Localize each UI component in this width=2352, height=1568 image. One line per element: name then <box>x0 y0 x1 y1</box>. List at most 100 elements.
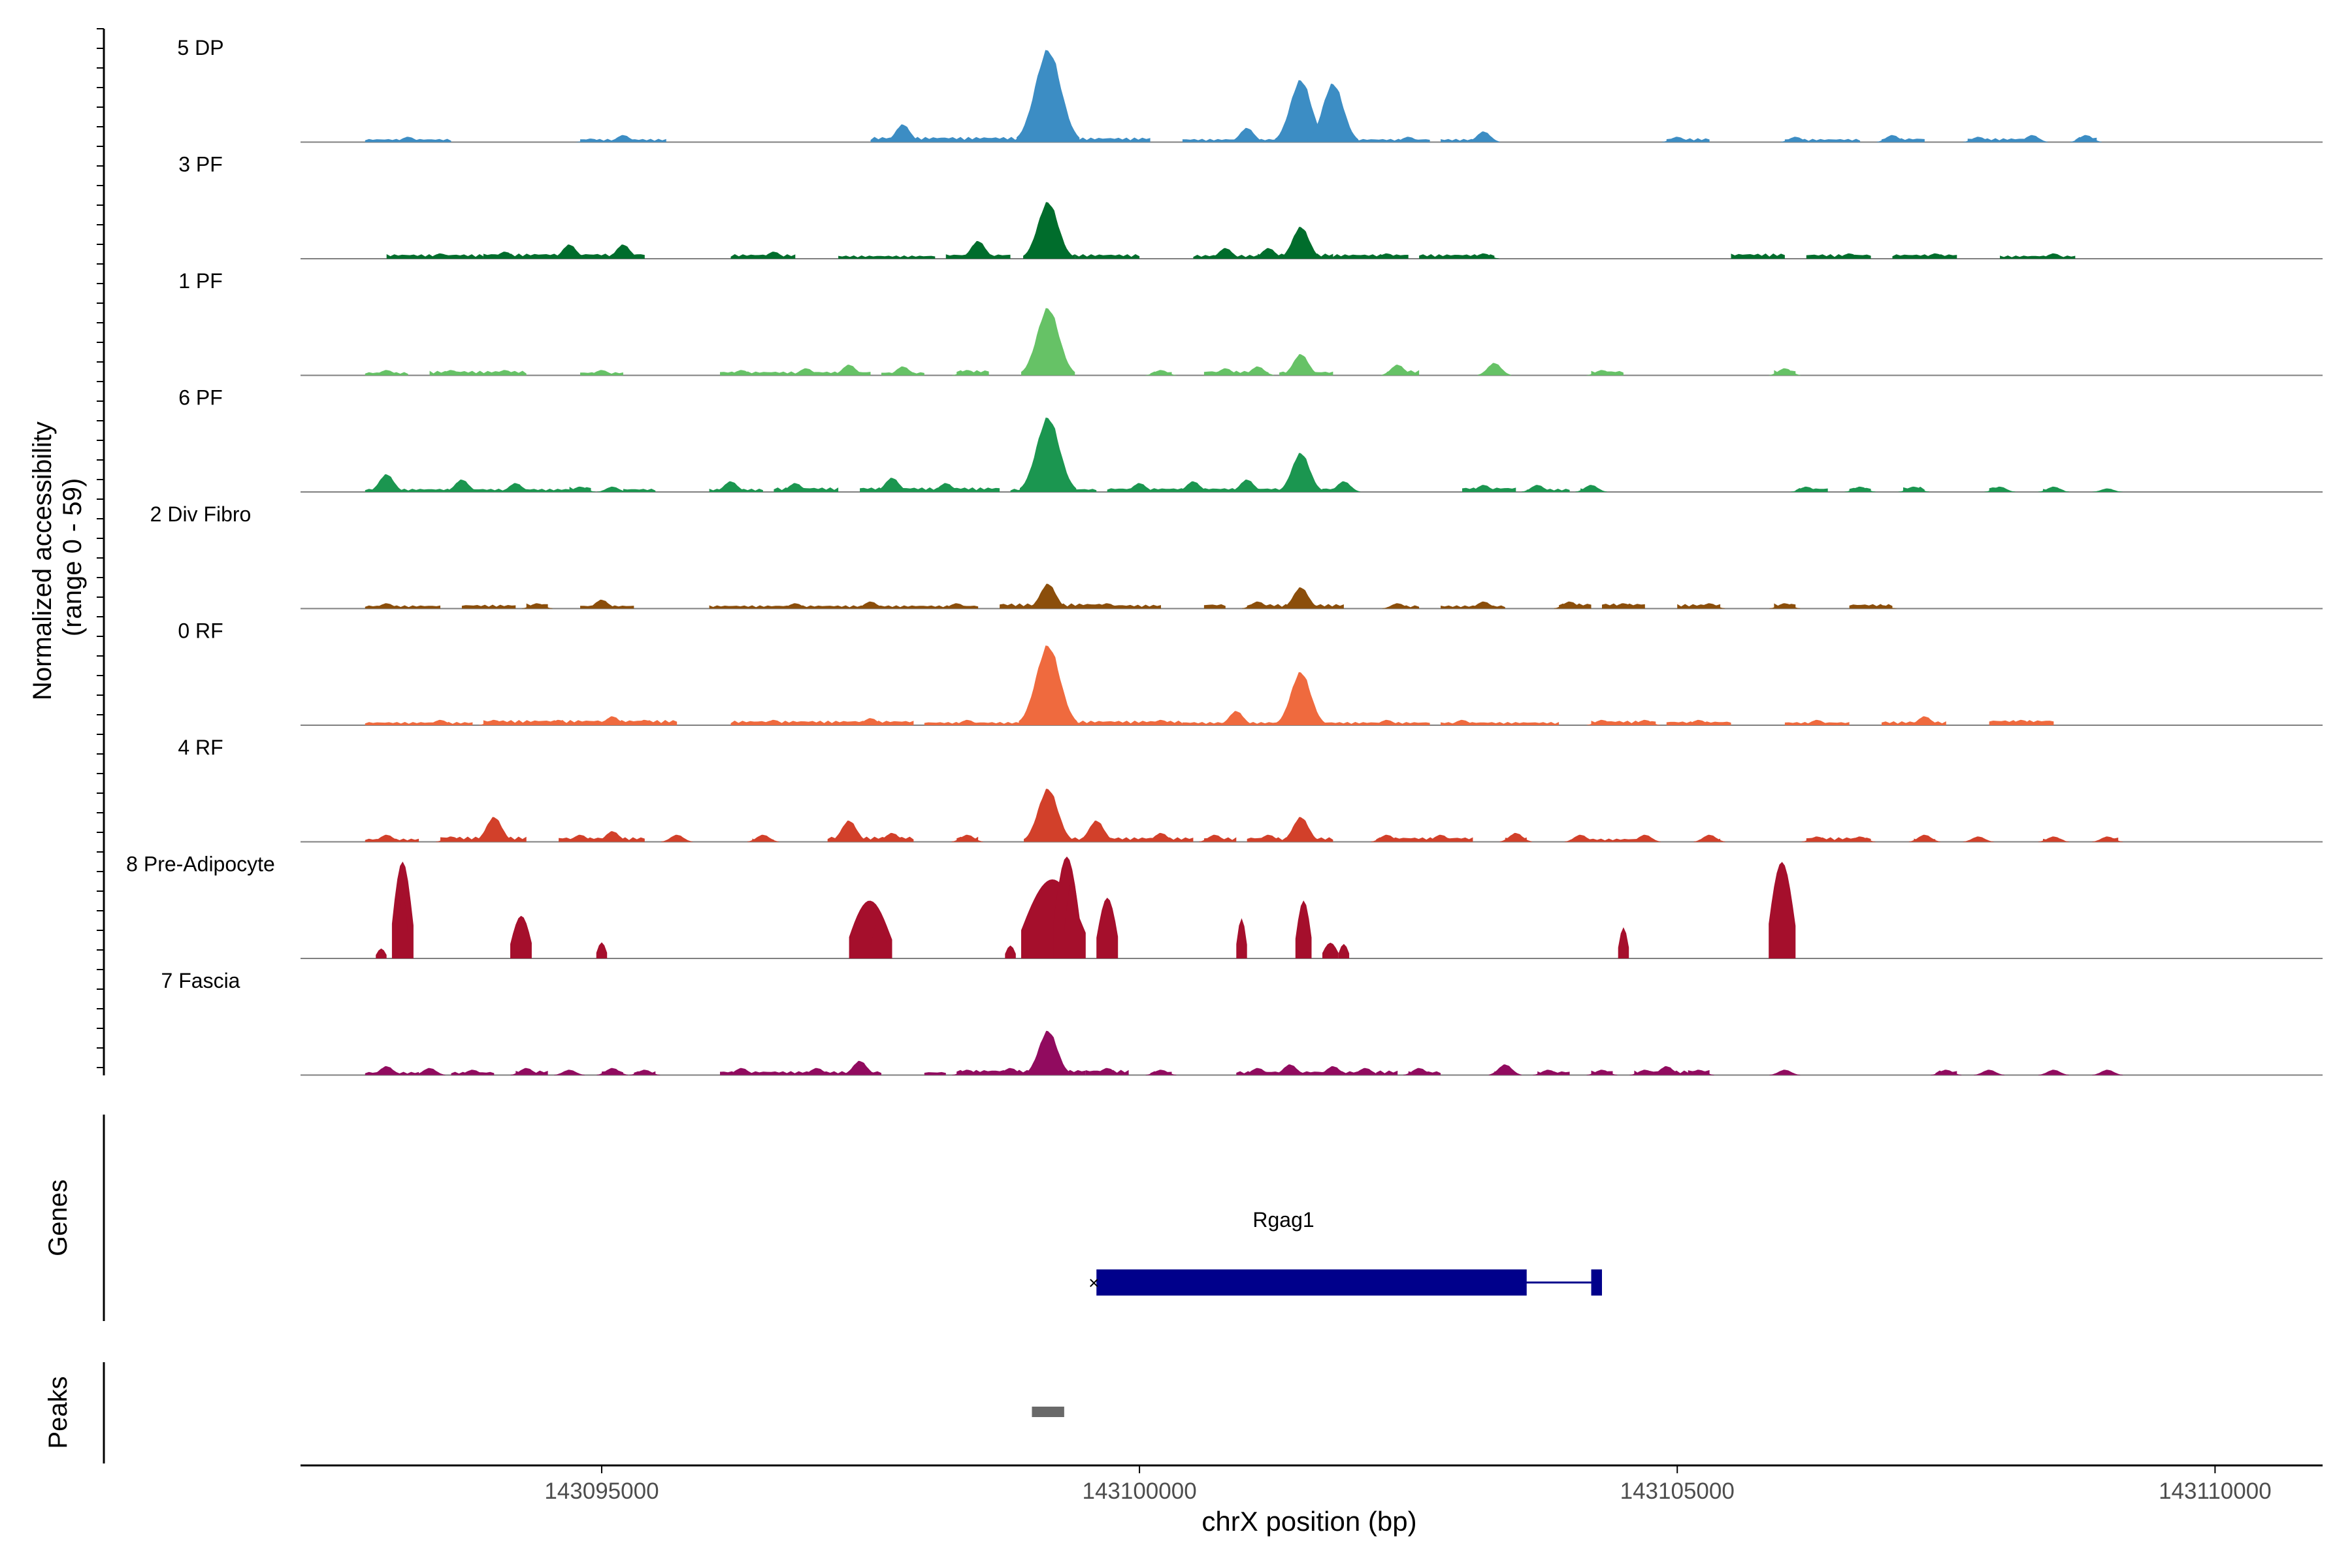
genes-track-label: Genes <box>44 1179 73 1256</box>
track-5: 0 RF <box>178 619 2323 726</box>
coverage-peak <box>1834 253 1865 259</box>
coverage-background-region <box>924 722 1032 725</box>
coverage-peak <box>1282 354 1320 376</box>
coverage-peak <box>1533 1070 1564 1075</box>
coverage-peak <box>1844 486 1876 492</box>
coverage-peak <box>1280 227 1322 259</box>
gene-exons <box>1096 1269 1602 1296</box>
coverage-block <box>376 948 387 958</box>
coverage-peak <box>1608 603 1639 609</box>
track-label: 8 Pre-Adipocyte <box>126 853 275 876</box>
coverage-peak <box>475 817 514 842</box>
coverage-peak <box>960 240 996 259</box>
track-4: 2 Div Fibro <box>150 502 2323 610</box>
coverage-peak <box>435 836 466 842</box>
coverage-peak <box>1219 711 1254 725</box>
coverage-peak <box>1327 481 1360 492</box>
coverage-peak <box>414 1068 446 1075</box>
coverage-peak <box>952 370 983 376</box>
coverage-peak <box>596 831 629 842</box>
track-7: 8 Pre-Adipocyte <box>126 853 2323 959</box>
coverage-peak <box>1908 834 1940 842</box>
coverage-peak <box>564 834 596 842</box>
coverage-peak <box>790 368 822 376</box>
coverage-peak <box>1282 587 1320 609</box>
coverage-peak <box>952 1070 983 1075</box>
coverage-peak <box>552 244 587 259</box>
coverage-peak <box>499 483 532 492</box>
y-axis-label: Normalized accessibility (range 0 - 59) <box>28 414 87 700</box>
coverage-peak <box>1279 453 1323 492</box>
track-label: 2 Div Fibro <box>150 502 252 526</box>
coverage-peak <box>1963 137 1994 142</box>
track-label: 1 PF <box>178 269 223 293</box>
coverage-peak <box>779 483 811 492</box>
coverage-peak <box>1867 605 1897 609</box>
coverage-peak <box>2016 135 2048 142</box>
coverage-peak <box>801 1068 833 1075</box>
coverage-peak <box>758 252 790 259</box>
coverage-peak <box>576 139 606 142</box>
coverage-peak <box>1586 719 1618 725</box>
coverage-peak <box>1791 486 1822 492</box>
coverage-peak <box>1844 836 1876 842</box>
coverage-peak <box>629 719 661 725</box>
coverage-peak <box>830 821 868 842</box>
coverage-peak <box>510 1068 542 1075</box>
coverage-peak <box>714 481 747 492</box>
x-tick-label: 143110000 <box>2159 1478 2272 1504</box>
coverage-block <box>870 921 887 958</box>
track-6: 4 RF <box>178 736 2323 843</box>
coverage-peak <box>1020 417 1077 492</box>
peak-region <box>1032 1407 1064 1417</box>
coverage-peak <box>1241 366 1274 376</box>
x-tick-label: 143100000 <box>1082 1478 1196 1504</box>
coverage-peak <box>1393 137 1424 142</box>
coverage-peak <box>1029 583 1068 609</box>
coverage-peak <box>1586 1070 1618 1075</box>
gene-exon <box>1096 1269 1527 1296</box>
coverage-peak <box>1467 601 1499 609</box>
coverage-peak <box>393 137 424 142</box>
coverage-peak <box>2092 836 2123 842</box>
coverage-tracks: 5 DP 3 PF 1 PF 6 PF 2 Div Fibro 0 RF 4 RF 8 Pre… <box>126 36 2323 1076</box>
coverage-peak <box>554 1070 585 1075</box>
x-tick-label: 143095000 <box>544 1478 659 1504</box>
coverage-background-region <box>461 604 516 609</box>
coverage-peak <box>747 834 779 842</box>
coverage-block <box>397 894 408 958</box>
peaks-track-label: Peaks <box>44 1376 73 1448</box>
track-label: 4 RF <box>178 736 223 759</box>
coverage-peak <box>1468 253 1499 259</box>
coverage-peak <box>1801 836 1833 842</box>
coverage-peak <box>2006 719 2037 725</box>
coverage-peak <box>1230 480 1264 492</box>
coverage-peak <box>885 124 921 142</box>
coverage-peak <box>952 719 983 725</box>
coverage-peak <box>1371 834 1403 842</box>
coverage-background-region <box>1075 254 1140 259</box>
track-label: 3 PF <box>178 153 223 176</box>
coverage-peak <box>1024 789 1073 842</box>
coverage-peak <box>370 834 402 842</box>
gene-track: Rgag1 × <box>1088 1208 1602 1296</box>
coverage-peak <box>564 486 596 492</box>
coverage-peak <box>994 1068 1026 1075</box>
coverage-block <box>1618 927 1629 958</box>
coverage-peak <box>1629 719 1661 725</box>
coverage-peak <box>951 834 983 842</box>
coverage-peak <box>779 603 811 609</box>
coverage-peak <box>1477 363 1511 376</box>
coverage-peak <box>1769 368 1801 376</box>
coverage-peak <box>1683 1070 1714 1075</box>
coverage-peak <box>1801 719 1833 725</box>
coverage-peak <box>1586 370 1618 376</box>
coverage-peak <box>606 244 640 259</box>
coverage-block <box>1005 945 1016 958</box>
track-2: 1 PF <box>178 269 2323 376</box>
coverage-background-region <box>365 139 451 142</box>
coverage-peak <box>596 1068 629 1075</box>
coverage-peak <box>1737 255 1768 259</box>
